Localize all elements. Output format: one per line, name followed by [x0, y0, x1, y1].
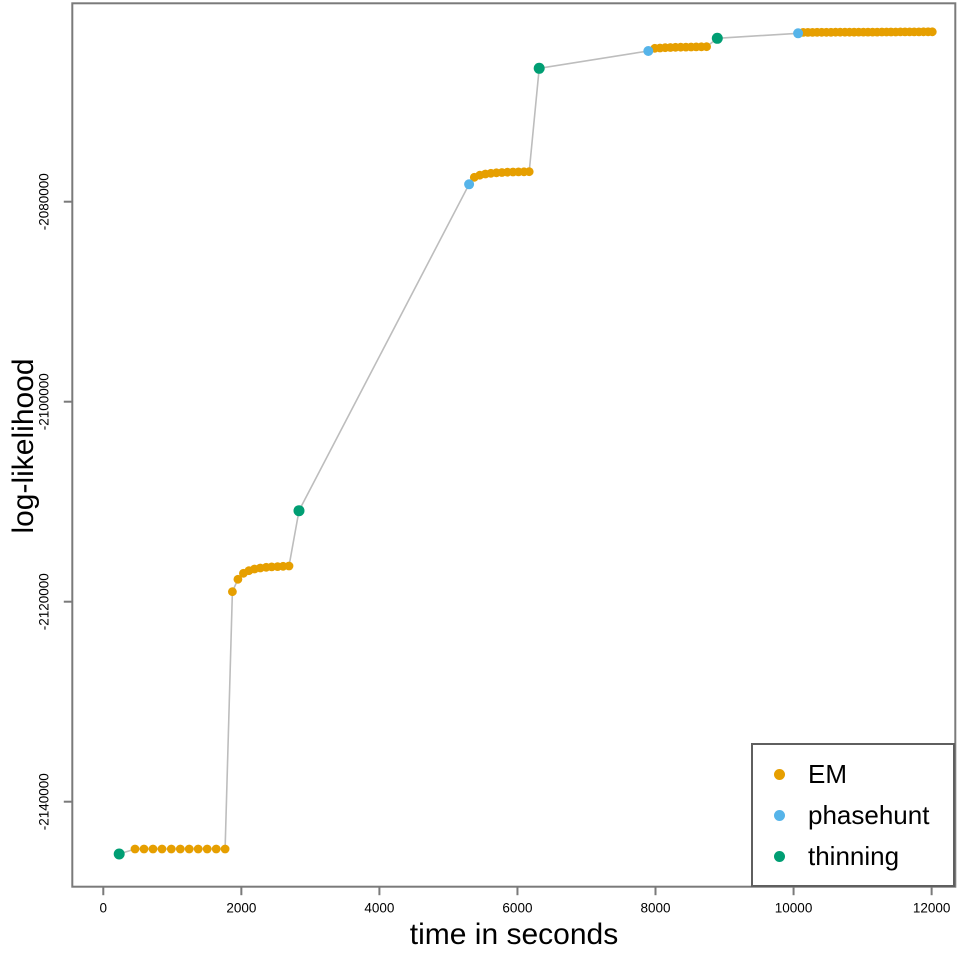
data-point-thinning	[711, 32, 723, 44]
data-point-em	[130, 844, 140, 854]
x-tick-label: 4000	[364, 901, 394, 916]
x-axis-title: time in seconds	[409, 918, 619, 951]
x-tick-label: 12000	[913, 901, 951, 916]
data-point-em	[166, 844, 176, 854]
data-point-phasehunt	[464, 179, 475, 190]
legend: EM phasehunt thinning	[751, 743, 955, 887]
legend-item-thinning: thinning	[753, 841, 953, 871]
data-point-em	[702, 42, 711, 52]
legend-item-em: EM	[753, 759, 953, 789]
data-point-thinning	[293, 505, 305, 517]
data-point-phasehunt	[643, 46, 654, 56]
data-point-em	[524, 167, 534, 177]
data-point-em	[284, 561, 294, 571]
trace-line	[118, 30, 933, 855]
plot-border	[71, 2, 957, 888]
legend-label-phasehunt: phasehunt	[808, 799, 930, 830]
legend-label-thinning: thinning	[808, 840, 900, 871]
x-tick-label: 6000	[502, 901, 532, 916]
data-point-em	[184, 844, 194, 854]
data-point-em	[220, 844, 230, 854]
y-tick-label: -2120000	[36, 573, 51, 630]
phasehunt-dot-icon	[774, 809, 785, 821]
legend-label-em: EM	[808, 758, 847, 789]
x-tick-label: 8000	[640, 901, 670, 916]
data-point-thinning	[113, 848, 125, 860]
y-tick-label: -2100000	[36, 373, 51, 430]
thinning-dot-icon	[774, 850, 785, 862]
data-point-em	[927, 27, 937, 37]
legend-item-phasehunt: phasehunt	[753, 800, 953, 830]
data-point-em	[202, 844, 212, 854]
data-point-thinning	[533, 62, 545, 74]
data-point-em	[211, 844, 221, 854]
y-tick-label: -2140000	[36, 773, 51, 830]
data-point-em	[175, 844, 185, 854]
x-tick-label: 10000	[775, 901, 813, 916]
data-point-em	[193, 844, 203, 854]
x-tick-label: 0	[100, 901, 108, 916]
y-tick-label: -2080000	[36, 173, 51, 230]
data-point-em	[148, 844, 158, 854]
data-point-phasehunt	[793, 28, 804, 39]
x-tick-label: 2000	[226, 901, 256, 916]
data-point-em	[157, 844, 167, 854]
data-point-em	[233, 574, 243, 584]
data-point-em	[139, 844, 149, 854]
data-point-em	[228, 587, 237, 597]
em-dot-icon	[774, 768, 785, 780]
y-axis-title: log-likelihood	[7, 358, 40, 534]
